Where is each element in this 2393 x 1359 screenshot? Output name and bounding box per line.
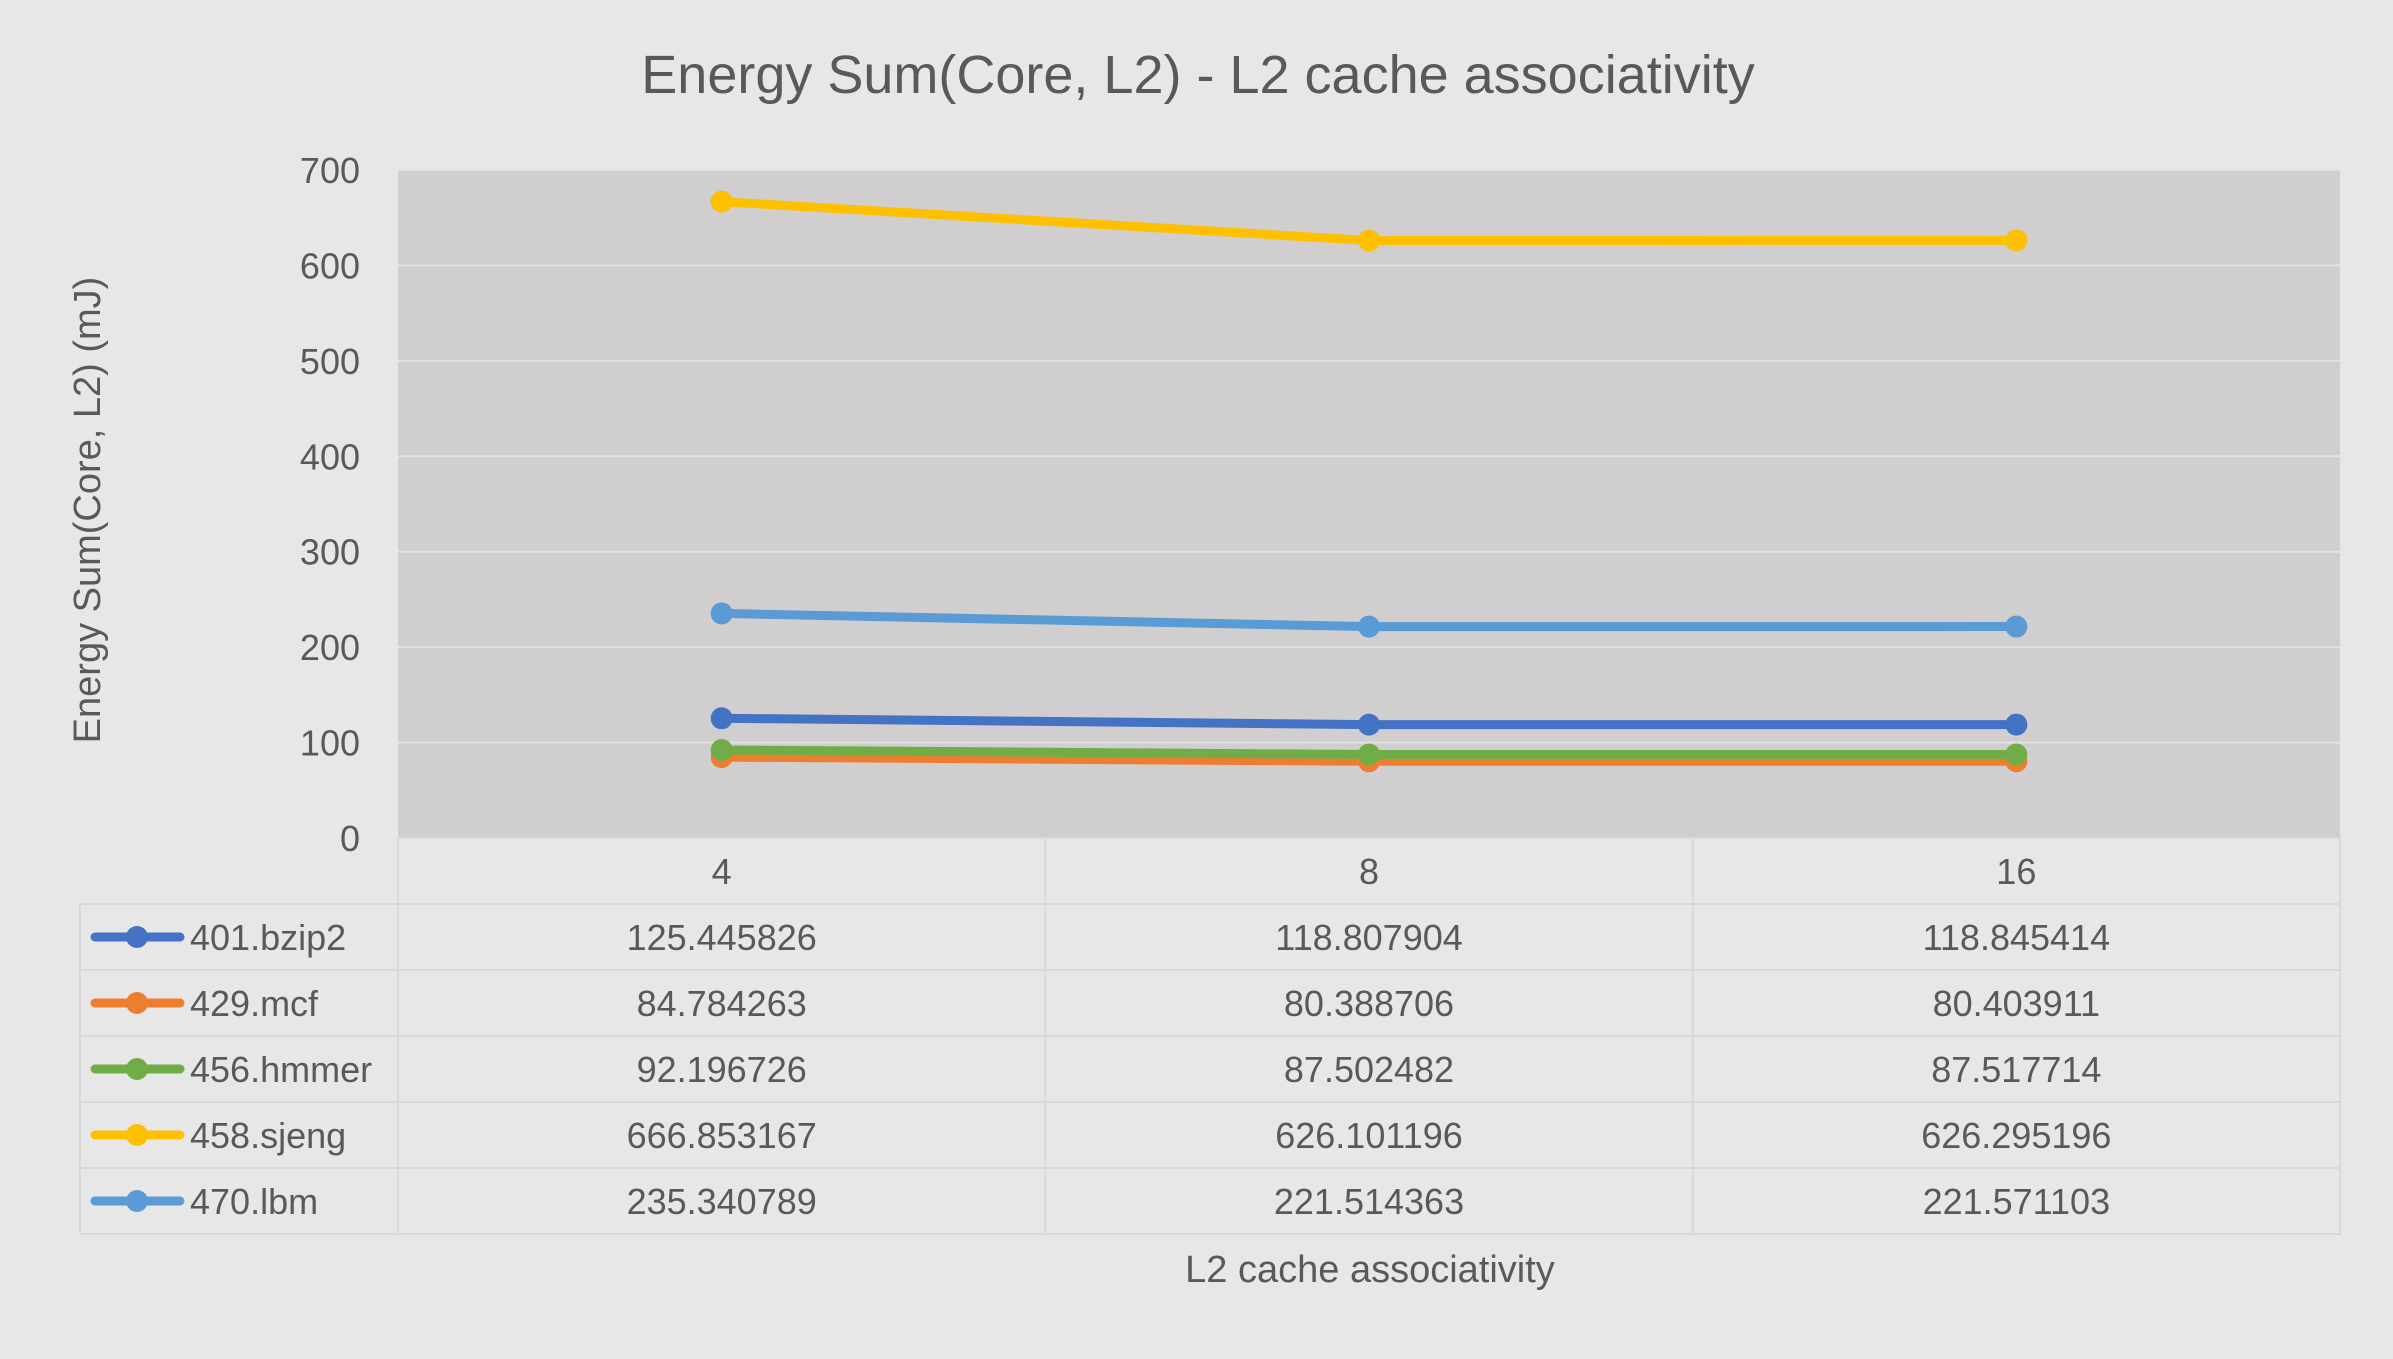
data-point: [1358, 615, 1380, 638]
data-table-value: 626.295196: [1921, 1115, 2111, 1156]
legend-series-name: 458.sjeng: [190, 1115, 346, 1156]
data-point: [710, 190, 733, 213]
plot-background: [398, 170, 2340, 838]
data-table: 4 8 16 401.bzip2 125.445826 118.807904 118.845…: [79, 837, 2341, 1235]
data-table-value: 80.388706: [1284, 983, 1454, 1024]
y-tick-label: 100: [300, 723, 360, 764]
y-tick-label: 700: [300, 150, 360, 191]
data-point: [2005, 229, 2028, 252]
legend-key-marker: [126, 1124, 148, 1146]
x-tick-label: 8: [1359, 851, 1379, 892]
y-axis-title: Energy Sum(Core, L2) (mJ): [67, 277, 109, 744]
data-table-value: 118.807904: [1275, 917, 1463, 958]
legend-series-name: 429.mcf: [190, 983, 319, 1024]
data-table-value: 626.101196: [1275, 1115, 1463, 1156]
legend-series-name: 470.lbm: [190, 1181, 318, 1222]
legend-key-marker: [126, 992, 148, 1014]
data-point: [2005, 615, 2028, 638]
data-table-value: 80.403911: [1933, 983, 2101, 1024]
y-tick-label: 400: [300, 436, 360, 477]
legend-key-marker: [126, 1058, 148, 1080]
data-table-value: 87.502482: [1284, 1049, 1454, 1090]
data-point: [2005, 713, 2028, 736]
y-tick-label: 0: [340, 818, 360, 859]
y-tick-label: 500: [300, 341, 360, 382]
legend-series-name: 401.bzip2: [190, 917, 346, 958]
y-tick-label: 600: [300, 245, 360, 286]
data-point: [1358, 713, 1380, 736]
x-axis-title: L2 cache associativity: [1185, 1249, 1555, 1291]
data-point: [1358, 743, 1380, 766]
data-table-value: 666.853167: [627, 1115, 817, 1156]
plot-area: 0 100 200 300 400 500 600 700: [300, 150, 2340, 859]
data-table-value: 125.445826: [627, 917, 817, 958]
data-table-value: 235.340789: [627, 1181, 817, 1222]
data-point: [710, 707, 733, 730]
data-point: [710, 739, 733, 762]
data-table-value: 118.845414: [1923, 917, 2111, 958]
data-point: [710, 602, 733, 625]
data-point: [1358, 229, 1380, 252]
y-tick-label: 200: [300, 627, 360, 668]
data-table-value: 221.571103: [1923, 1181, 2111, 1222]
data-table-value: 87.517714: [1931, 1049, 2101, 1090]
data-table-value: 221.514363: [1274, 1181, 1464, 1222]
legend-key-marker: [126, 1190, 148, 1212]
data-table-value: 84.784263: [637, 983, 807, 1024]
legend-key-marker: [126, 926, 148, 948]
x-tick-label: 16: [1996, 851, 2036, 892]
x-tick-label: 4: [712, 851, 732, 892]
legend-series-name: 456.hmmer: [190, 1049, 372, 1090]
data-point: [2005, 743, 2028, 766]
y-tick-label: 300: [300, 532, 360, 573]
data-table-value: 92.196726: [637, 1049, 807, 1090]
chart-title: Energy Sum(Core, L2) - L2 cache associat…: [641, 45, 1754, 105]
